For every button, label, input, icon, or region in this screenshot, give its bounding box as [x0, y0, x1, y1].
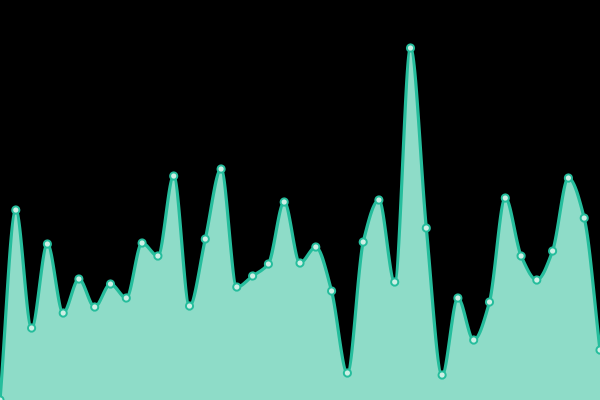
data-point-marker — [390, 277, 400, 287]
data-point-marker — [484, 297, 495, 307]
data-point-marker — [437, 370, 447, 380]
data-point-marker — [532, 275, 542, 285]
data-point-marker — [11, 205, 21, 215]
data-point-marker — [0, 395, 5, 400]
data-point-marker — [469, 335, 479, 345]
data-point-marker — [42, 239, 53, 249]
data-point-marker — [500, 193, 510, 203]
data-point-marker — [200, 234, 210, 244]
data-point-marker — [248, 271, 258, 281]
data-point-marker — [216, 164, 226, 174]
data-point-marker — [342, 368, 352, 378]
data-point-marker — [279, 197, 289, 207]
data-point-marker — [563, 173, 574, 183]
data-point-marker — [184, 301, 195, 311]
data-point-marker — [90, 302, 100, 312]
data-point-marker — [374, 195, 384, 205]
data-point-marker — [137, 238, 147, 248]
data-point-marker — [232, 282, 242, 292]
data-point-marker — [516, 251, 526, 261]
data-point-marker — [311, 242, 321, 252]
data-point-marker — [421, 223, 431, 233]
data-point-marker — [153, 251, 163, 261]
data-point-marker — [58, 308, 68, 318]
data-point-marker — [453, 293, 463, 303]
data-point-marker — [121, 293, 131, 303]
data-point-marker — [169, 171, 179, 181]
data-point-marker — [579, 213, 589, 223]
data-point-marker — [295, 258, 305, 268]
data-point-marker — [263, 259, 273, 269]
data-point-marker — [105, 279, 116, 289]
data-point-marker — [327, 286, 337, 296]
data-point-marker — [595, 345, 600, 355]
data-point-marker — [405, 43, 416, 53]
data-point-marker — [74, 274, 84, 284]
data-point-marker — [27, 323, 37, 333]
area-fill — [0, 48, 600, 400]
data-point-marker — [358, 237, 368, 247]
data-point-markers — [0, 43, 600, 400]
data-point-marker — [548, 246, 558, 256]
